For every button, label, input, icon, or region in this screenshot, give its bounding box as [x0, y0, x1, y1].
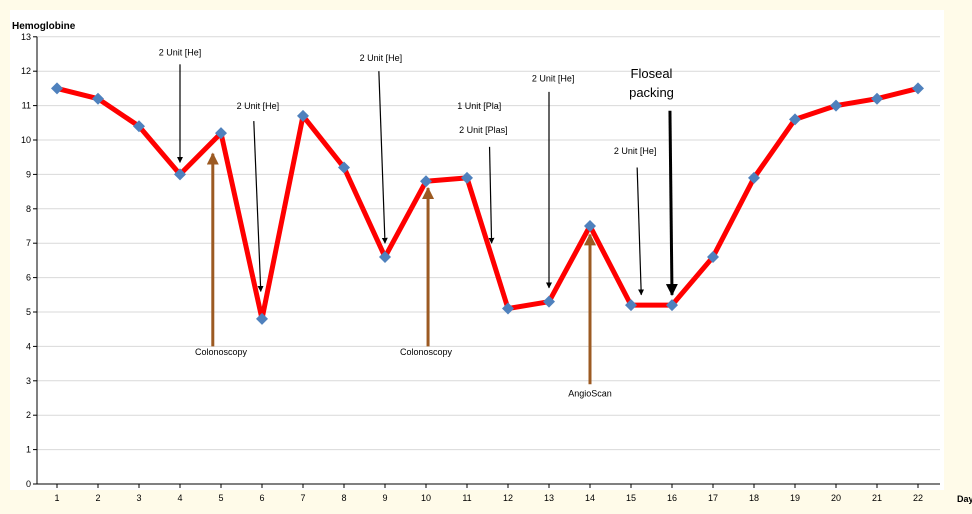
annotation-label-10: Colonoscopy: [400, 347, 453, 357]
y-tick-label-1: 1: [26, 445, 31, 455]
data-point-day-21: [871, 92, 883, 105]
x-tick-label-4: 4: [177, 493, 182, 503]
x-tick-label-20: 20: [831, 493, 841, 503]
series-line: [56, 85, 919, 322]
data-point-day-18: [748, 171, 760, 184]
x-tick-label-5: 5: [218, 493, 223, 503]
y-tick-label-6: 6: [26, 273, 31, 283]
data-point-day-6: [256, 312, 268, 325]
data-point-day-9: [379, 250, 391, 263]
data-point-day-4: [174, 168, 186, 181]
data-point-day-20: [830, 99, 842, 112]
x-tick-label-13: 13: [544, 493, 554, 503]
y-tick-label-4: 4: [26, 341, 31, 351]
x-tick-label-14: 14: [585, 493, 595, 503]
x-tick-label-18: 18: [749, 493, 759, 503]
data-point-day-10: [420, 175, 432, 188]
x-tick-label-22: 22: [913, 493, 923, 503]
y-tick-label-3: 3: [26, 376, 31, 386]
annotation-label-11: AngioScan: [568, 388, 612, 398]
data-point-day-16: [666, 299, 678, 312]
y-tick-label-11: 11: [22, 101, 31, 111]
x-axis-label: Day: [957, 494, 972, 504]
data-point-day-11: [461, 171, 473, 184]
x-tick-label-2: 2: [95, 493, 100, 503]
y-tick-label-5: 5: [26, 307, 31, 317]
annotation-label-6: 2 Unit [He]: [614, 146, 657, 156]
y-tick-label-2: 2: [26, 410, 31, 420]
annotation-arrow-6: [636, 167, 645, 296]
x-tick-label-10: 10: [421, 493, 431, 503]
annotation-arrow-4: [488, 146, 495, 244]
x-tick-label-3: 3: [136, 493, 141, 503]
x-tick-label-1: 1: [54, 493, 59, 503]
data-point-day-3: [133, 120, 145, 133]
data-point-day-13: [543, 295, 555, 308]
annotation-label-0: 2 Unit [He]: [159, 48, 202, 58]
y-tick-label-9: 9: [26, 169, 31, 179]
y-tick-label-0: 0: [26, 479, 31, 489]
annotation-label-9: Colonoscopy: [195, 347, 248, 357]
x-tick-label-17: 17: [708, 493, 718, 503]
data-point-day-22: [912, 82, 924, 95]
x-tick-label-11: 11: [462, 493, 471, 503]
x-tick-label-6: 6: [259, 493, 264, 503]
series: [51, 82, 924, 325]
data-point-day-17: [707, 250, 719, 263]
y-tick-label-12: 12: [21, 66, 31, 76]
x-tick-label-8: 8: [341, 493, 346, 503]
plot-background: [10, 10, 944, 490]
data-point-day-8: [338, 161, 350, 174]
data-point-day-19: [789, 113, 801, 126]
data-point-day-7: [297, 109, 309, 122]
annotation-label-8: packing: [629, 85, 674, 100]
y-tick-label-10: 10: [21, 135, 31, 145]
x-tick-label-19: 19: [790, 493, 800, 503]
x-tick-label-12: 12: [503, 493, 513, 503]
annotation-label-1: 2 Unit [He]: [237, 101, 280, 111]
data-point-day-14: [584, 220, 596, 232]
y-tick-label-13: 13: [21, 32, 31, 42]
data-point-day-1: [51, 82, 63, 95]
data-point-day-12: [502, 302, 514, 315]
y-tick-label-7: 7: [26, 238, 31, 248]
annotation-label-4: 2 Unit [Plas]: [459, 125, 508, 135]
grid: [37, 36, 940, 451]
x-tick-label-9: 9: [382, 493, 387, 503]
x-tick-label-15: 15: [626, 493, 636, 503]
x-tick-label-21: 21: [872, 493, 882, 503]
x-tick-label-7: 7: [300, 493, 305, 503]
annotation-arrow-2: [378, 71, 388, 244]
y-tick-label-8: 8: [26, 204, 31, 214]
y-axis-label: Hemoglobine: [12, 21, 76, 32]
annotation-arrow-1: [253, 121, 264, 292]
annotation-label-2: 2 Unit [He]: [360, 53, 403, 63]
x-tick-label-16: 16: [667, 493, 677, 503]
annotation-label-3: 1 Unit [Pla]: [457, 101, 501, 111]
annotation-label-5: 2 Unit [He]: [532, 74, 575, 84]
annotation-label-7: Floseal: [631, 66, 673, 81]
annotations: 2 Unit [He] 2 Unit [He] 2 Unit [He] 1 Unit …: [159, 48, 678, 398]
annotation-arrow-8: [665, 110, 678, 296]
data-point-day-5: [215, 127, 227, 140]
data-point-day-2: [92, 92, 104, 105]
data-point-day-15: [625, 299, 637, 312]
